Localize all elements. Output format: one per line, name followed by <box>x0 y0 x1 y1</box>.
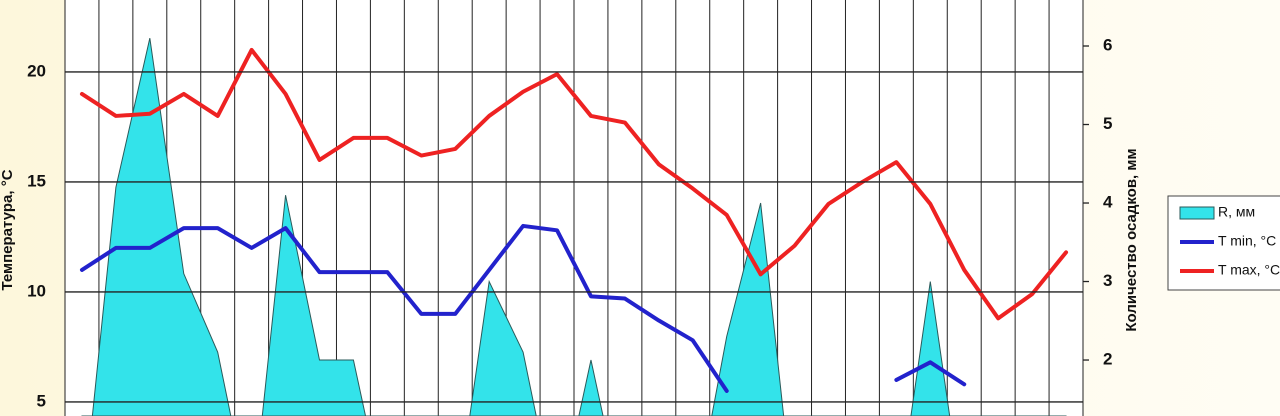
y2-axis-label: Количество осадков, мм <box>1123 148 1140 331</box>
y-tick-label: 5 <box>37 391 46 410</box>
legend-swatch <box>1179 206 1215 220</box>
plot <box>79 38 1069 416</box>
legend-label: R, мм <box>1218 204 1255 220</box>
temperature-line <box>79 223 967 393</box>
y2-tick-label: 2 <box>1103 350 1112 369</box>
y2-tick-label: 3 <box>1103 271 1112 290</box>
y2-tick-label: 5 <box>1103 114 1112 133</box>
legend-label: T max, °C <box>1218 262 1280 278</box>
y2-tick-label: 6 <box>1103 35 1112 54</box>
y-tick-label: 20 <box>27 61 46 80</box>
y-axis-label: Температура, °C <box>0 169 16 290</box>
y2-tick-label: 4 <box>1103 192 1113 211</box>
precipitation-area <box>81 38 1067 416</box>
temperature-line <box>79 47 1069 321</box>
y-tick-label: 10 <box>27 281 46 300</box>
y-tick-label: 15 <box>27 171 46 190</box>
legend-label: T min, °C <box>1218 233 1276 249</box>
